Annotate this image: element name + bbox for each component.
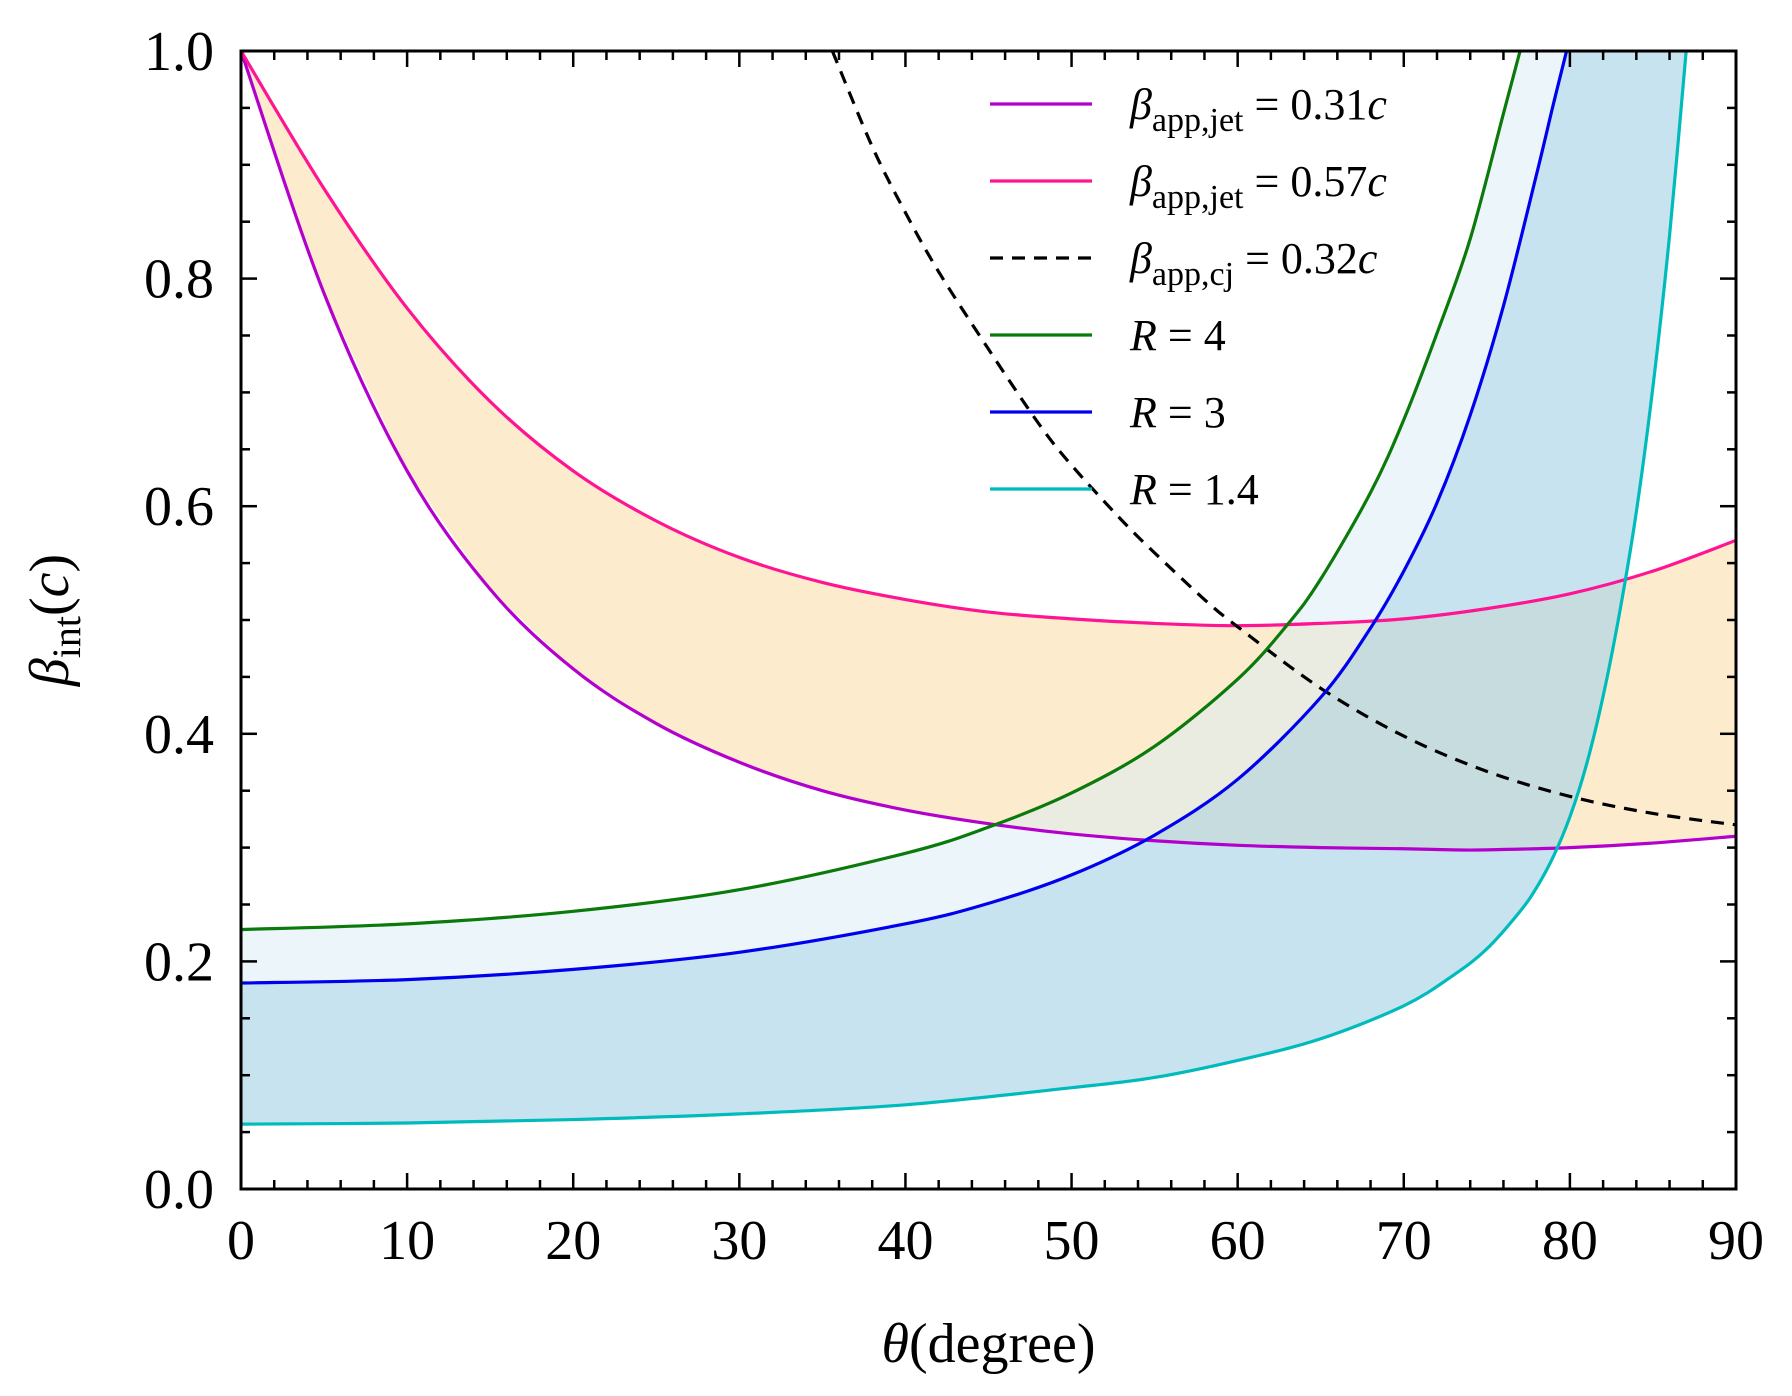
legend-item-r-3: R = 3	[990, 388, 1226, 437]
series-layer	[241, 51, 1736, 1126]
y-tick-label: 0.4	[144, 704, 214, 766]
legend-item-r-4: R = 4	[990, 311, 1226, 360]
x-tick-label: 0	[227, 1210, 255, 1272]
series-line-r-3	[241, 51, 1569, 985]
x-tick-label: 10	[379, 1210, 435, 1272]
legend-label: βapp,jet = 0.57c	[1129, 157, 1387, 216]
legend-label: βapp,cj = 0.32c	[1129, 234, 1378, 293]
x-axis-label: θ(degree)	[881, 1313, 1095, 1375]
y-tick-label: 0.2	[144, 931, 214, 993]
fill-band-3	[241, 51, 1687, 1125]
fill-band-2	[241, 51, 1566, 983]
series-line-r-4	[241, 51, 1522, 932]
x-tick-label: 20	[545, 1210, 601, 1272]
y-tick-label: 0.8	[144, 249, 214, 311]
legend-label: R = 4	[1129, 311, 1226, 360]
tick-label-layer: 0 10 20 30 40 50 60 70 80 90 0.0 0.2 0.4 0.6 0.8 1.0	[144, 21, 1764, 1272]
y-axis-label: βint(c)	[19, 554, 89, 687]
series-line-app-jet-0-31c	[241, 51, 1736, 852]
x-tick-label: 90	[1708, 1210, 1764, 1272]
x-tick-label: 30	[711, 1210, 767, 1272]
series-line-r-1-4	[241, 51, 1688, 1126]
legend-item-app-cj-0-32c: βapp,cj = 0.32c	[990, 234, 1378, 293]
y-tick-label: 0.6	[144, 476, 214, 538]
x-tick-label: 50	[1044, 1210, 1100, 1272]
x-tick-label: 80	[1542, 1210, 1598, 1272]
legend-label: R = 1.4	[1129, 465, 1259, 514]
legend-label: R = 3	[1129, 388, 1226, 437]
fill-layer	[241, 51, 1736, 1125]
legend-item-app-jet-0-57c: βapp,jet = 0.57c	[990, 157, 1387, 216]
legend-item-app-jet-0-31c: βapp,jet = 0.31c	[990, 80, 1387, 139]
x-tick-label: 60	[1210, 1210, 1266, 1272]
series-line-app-cj-0-32c	[830, 51, 1736, 827]
legend-label: βapp,jet = 0.31c	[1129, 80, 1387, 139]
legend-item-r-1-4: R = 1.4	[990, 465, 1259, 514]
y-tick-label: 1.0	[144, 21, 214, 83]
tick-layer	[239, 49, 1738, 1191]
series-line-app-jet-0-57c	[241, 51, 1736, 628]
legend: βapp,jet = 0.31c βapp,jet = 0.57c βapp,cj …	[990, 80, 1387, 514]
y-tick-label: 0.0	[144, 1159, 214, 1221]
x-tick-label: 70	[1376, 1210, 1432, 1272]
x-tick-label: 40	[877, 1210, 933, 1272]
